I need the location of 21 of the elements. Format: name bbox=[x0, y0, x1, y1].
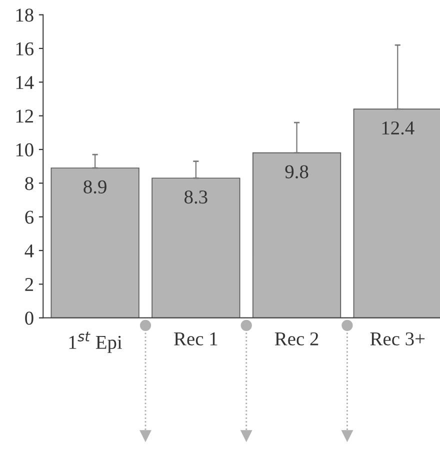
y-tick-label: 18 bbox=[16, 8, 34, 22]
bar bbox=[152, 178, 240, 318]
data-label: 12.4 bbox=[382, 121, 414, 135]
y-tick-label: 10 bbox=[16, 143, 34, 156]
y-tick-label: 6 bbox=[25, 210, 34, 224]
x-tick-label: Rec 3+ bbox=[370, 332, 425, 346]
y-tick-label: 12 bbox=[16, 110, 34, 123]
y-tick-label: 8 bbox=[25, 176, 34, 190]
y-tick-label: 0 bbox=[25, 312, 34, 325]
x-tick-label: 1$^{st}$ Epi bbox=[69, 332, 122, 353]
y-tick-label: 4 bbox=[24, 244, 34, 258]
y-tick-label: 16 bbox=[16, 42, 34, 56]
x-tick-label: Rec 1 bbox=[174, 332, 218, 346]
bar bbox=[252, 152, 342, 318]
y-tick-label: 14 bbox=[16, 76, 34, 89]
data-label: 8.9 bbox=[84, 180, 106, 194]
x-tick-label: Rec 2 bbox=[274, 332, 318, 346]
data-label: 8.3 bbox=[184, 190, 208, 204]
y-tick-label: 2 bbox=[25, 278, 34, 291]
data-label: 9.8 bbox=[285, 165, 308, 178]
bar bbox=[50, 168, 140, 318]
